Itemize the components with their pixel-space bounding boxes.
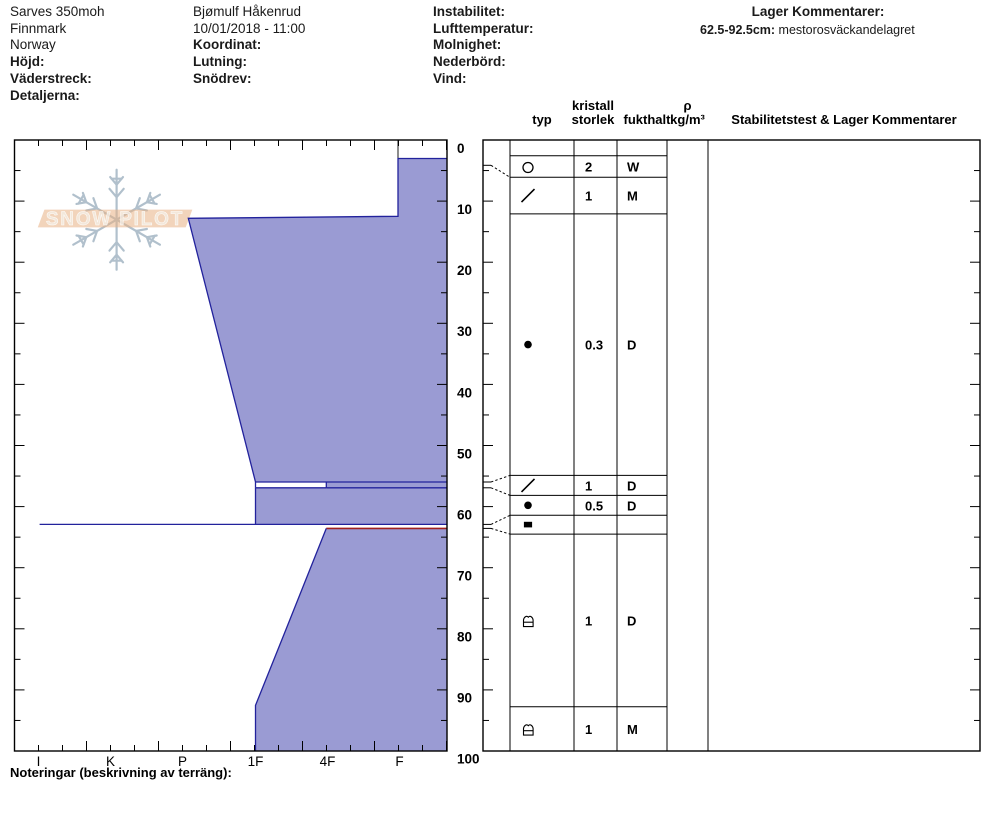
svg-text:1F: 1F <box>248 754 264 769</box>
svg-text:M: M <box>627 722 638 737</box>
svg-text:I: I <box>37 754 41 769</box>
svg-text:90: 90 <box>457 691 472 706</box>
svg-text:D: D <box>627 498 636 513</box>
svg-text:1: 1 <box>585 613 592 628</box>
svg-text:D: D <box>627 338 636 353</box>
svg-text:1: 1 <box>585 189 592 204</box>
svg-text:1: 1 <box>585 722 592 737</box>
svg-text:70: 70 <box>457 569 472 584</box>
svg-text:P: P <box>178 754 187 769</box>
svg-text:0: 0 <box>457 141 465 156</box>
svg-text:D: D <box>627 613 636 628</box>
svg-text:2: 2 <box>585 160 592 175</box>
svg-text:20: 20 <box>457 263 472 278</box>
svg-text:40: 40 <box>457 386 472 401</box>
svg-text:M: M <box>627 189 638 204</box>
svg-text:W: W <box>627 160 640 175</box>
svg-text:F: F <box>395 754 403 769</box>
svg-text:80: 80 <box>457 630 472 645</box>
svg-text:10: 10 <box>457 202 472 217</box>
svg-text:D: D <box>627 478 636 493</box>
svg-text:K: K <box>106 754 115 769</box>
svg-text:50: 50 <box>457 447 472 462</box>
svg-text:30: 30 <box>457 324 472 339</box>
svg-text:60: 60 <box>457 508 472 523</box>
svg-text:1: 1 <box>585 478 592 493</box>
svg-text:SNOW PILOT: SNOW PILOT <box>46 209 184 230</box>
svg-text:0.5: 0.5 <box>585 498 603 513</box>
svg-text:100: 100 <box>457 752 480 767</box>
svg-text:4F: 4F <box>320 754 336 769</box>
svg-text:0.3: 0.3 <box>585 338 603 353</box>
